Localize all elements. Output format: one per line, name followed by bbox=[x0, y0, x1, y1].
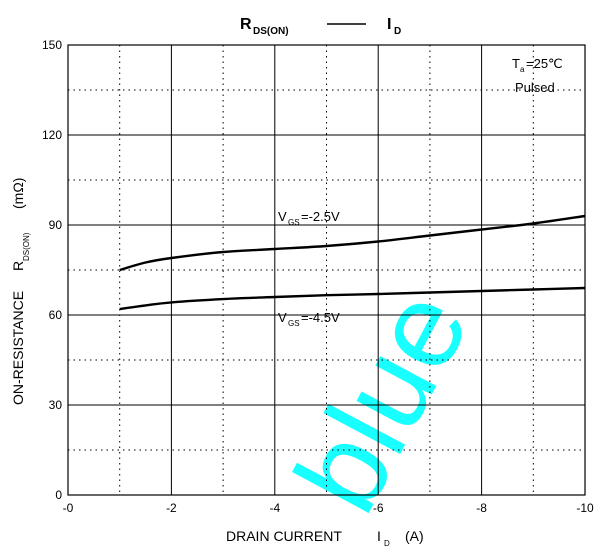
series-1-label-sub: GS bbox=[288, 218, 300, 227]
series-line-2 bbox=[119, 286, 586, 311]
title-i: I bbox=[387, 16, 391, 33]
series-label-2v5: V GS =-2.5V bbox=[278, 209, 340, 227]
series-label-4v5: V GS =-4.5V bbox=[278, 310, 340, 328]
series-2-label-sub: GS bbox=[288, 319, 300, 328]
y-tick-label: 0 bbox=[55, 488, 62, 502]
title-r-sub: DS(ON) bbox=[253, 26, 289, 37]
y-axis-label-text: ON-RESISTANCE bbox=[10, 291, 26, 405]
axes: 0 30 60 90 120 150 -0 -2 -4 -6 -8 -10 bbox=[42, 38, 594, 515]
y-tick-label: 90 bbox=[49, 218, 63, 232]
x-axis-label-unit: (A) bbox=[405, 528, 424, 544]
y-tick-label: 60 bbox=[49, 308, 63, 322]
series bbox=[119, 214, 586, 311]
x-tick-label: -4 bbox=[269, 501, 280, 515]
series-2-label-val: =-4.5V bbox=[301, 310, 340, 325]
cond-pulsed: Pulsed bbox=[515, 80, 555, 95]
x-tick-label: -0 bbox=[63, 501, 74, 515]
x-axis-label-symbol: I bbox=[377, 528, 381, 544]
title-r: R bbox=[240, 16, 252, 33]
x-tick-label: -8 bbox=[476, 501, 487, 515]
series-2-label-v: V bbox=[278, 310, 287, 325]
x-tick-label: -2 bbox=[166, 501, 177, 515]
cond-ta-val: =25℃ bbox=[526, 56, 563, 71]
y-tick-label: 150 bbox=[42, 38, 62, 52]
x-tick-label: -10 bbox=[576, 501, 594, 515]
series-1-label-v: V bbox=[278, 209, 287, 224]
cond-ta-sub: a bbox=[520, 65, 525, 74]
watermark-text: blue bbox=[270, 269, 495, 532]
series-line-1 bbox=[119, 214, 586, 272]
series-1-label-val: =-2.5V bbox=[301, 209, 340, 224]
y-tick-label: 30 bbox=[49, 398, 63, 412]
y-axis-label-symbol: R bbox=[10, 261, 26, 271]
cond-ta: T bbox=[512, 56, 520, 71]
conditions-label: T a =25℃ Pulsed bbox=[512, 56, 563, 95]
y-axis-label: ON-RESISTANCE R DS(ON) (mΩ) bbox=[10, 178, 31, 405]
watermark: blue bbox=[270, 269, 495, 532]
x-axis-label: DRAIN CURRENT I D (A) bbox=[226, 528, 424, 548]
y-tick-label: 120 bbox=[42, 128, 62, 142]
x-axis-label-sub: D bbox=[384, 539, 390, 548]
title-i-sub: D bbox=[394, 26, 401, 37]
plot-frame bbox=[67, 44, 586, 496]
y-axis-label-sub: DS(ON) bbox=[22, 232, 31, 261]
x-axis-label-text: DRAIN CURRENT bbox=[226, 528, 342, 544]
x-tick-label: -6 bbox=[373, 501, 384, 515]
y-axis-label-unit: (mΩ) bbox=[10, 178, 26, 209]
chart-title: R DS(ON) I D bbox=[240, 16, 401, 37]
